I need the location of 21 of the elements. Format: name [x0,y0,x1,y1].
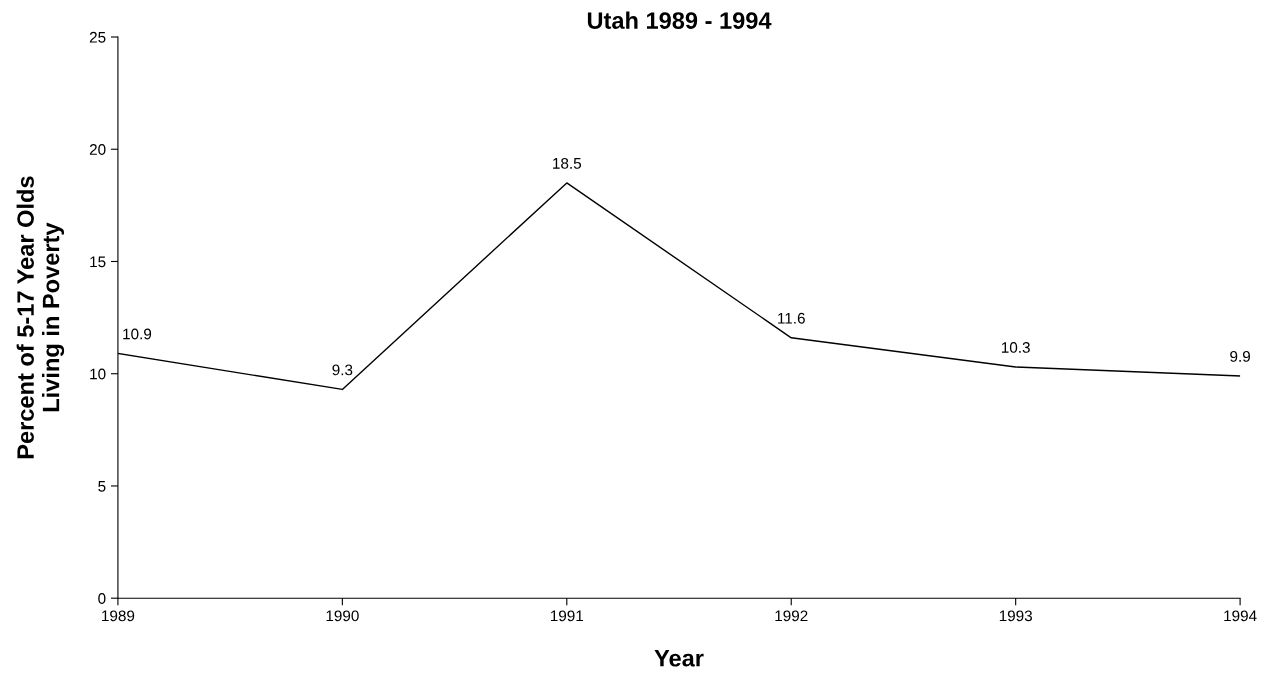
data-label: 10.3 [1001,342,1030,353]
y-tick-label: 10 [90,368,106,380]
data-label: 9.3 [332,364,353,376]
x-tick-label: 1991 [550,610,584,622]
y-tick-label: 5 [98,480,106,492]
x-tick-label: 1992 [775,610,808,622]
data-label: 9.9 [1230,351,1250,362]
y-tick-label: 25 [89,31,106,43]
x-tick-label: 1990 [326,610,359,622]
x-tick-label: 1993 [999,610,1032,622]
data-label: 18.5 [553,157,582,169]
x-tick-label: 1994 [1224,610,1257,622]
y-tick-label: 15 [90,256,106,268]
x-tick-label: 1989 [102,610,135,622]
y-tick-label: 20 [89,144,106,155]
chart-title: Utah 1989 - 1994 [587,11,772,29]
x-axis-title: Year [654,650,704,667]
y-axis-title: Percent of 5-17 Year Olds Living in Poverty [16,176,65,459]
y-tick-label: 0 [98,593,106,604]
data-label: 10.9 [123,328,152,340]
data-label: 11.6 [778,312,805,324]
